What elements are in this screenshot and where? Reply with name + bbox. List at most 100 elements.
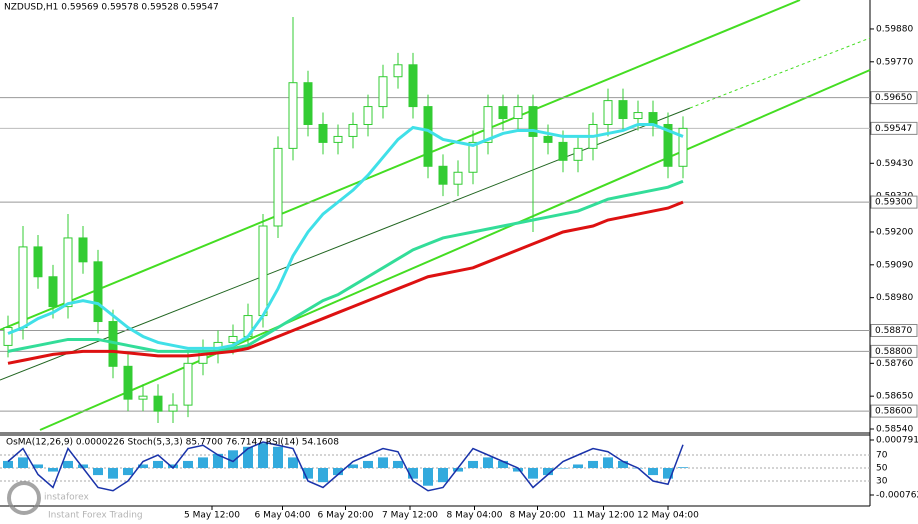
watermark: instaforex Instant Forex Trading <box>7 481 143 521</box>
candle-body <box>138 395 148 400</box>
y-tick-label: 0.59770 <box>876 57 913 67</box>
osma-bar <box>363 460 373 469</box>
x-tick-label: 6 May 20:00 <box>318 511 374 521</box>
candle-body <box>438 165 448 185</box>
y-tick-label: 0.59200 <box>876 227 913 237</box>
x-tick-label: 8 May 20:00 <box>510 511 566 521</box>
osma-bar <box>198 457 208 469</box>
candle-body <box>423 106 433 167</box>
osma-bar <box>213 453 223 469</box>
candle-body <box>648 112 658 125</box>
candle-body <box>93 261 103 323</box>
osma-bar <box>483 457 493 469</box>
x-tick-label: 12 May 04:00 <box>637 511 699 521</box>
osma-bar <box>228 450 238 469</box>
x-tick-label: 5 May 12:00 <box>184 511 240 521</box>
osma-bar <box>123 468 133 476</box>
x-tick-label: 11 May 12:00 <box>573 511 635 521</box>
candle-body <box>153 395 163 412</box>
candle-body <box>288 82 298 149</box>
candle-body <box>378 76 388 108</box>
candle-body <box>663 123 673 167</box>
osma-bar <box>168 464 178 469</box>
level-box <box>870 195 918 209</box>
watermark-logo <box>7 481 41 515</box>
osma-bar <box>333 468 343 476</box>
chart-title: NZDUSD,H1 0.59569 0.59578 0.59528 0.5954… <box>4 3 219 13</box>
y-tick-label: 0.58760 <box>876 359 913 369</box>
stoch-line <box>7 441 684 492</box>
level-box <box>870 344 918 358</box>
osma-bar <box>603 457 613 469</box>
watermark-tagline: Instant Forex Trading <box>48 511 143 521</box>
y-tick-label: 0.59880 <box>876 24 913 34</box>
stoch-tick-label: 70 <box>876 451 888 461</box>
osma-bar <box>48 468 58 472</box>
osma-bar <box>408 468 418 479</box>
level-box <box>870 323 918 337</box>
osma-bar <box>303 468 313 479</box>
osma-bar <box>33 464 43 469</box>
candle-body <box>78 237 88 263</box>
candle-body <box>528 106 538 137</box>
osma-tick-label: 0.0007914 <box>876 436 918 446</box>
y-tick-label: 0.58980 <box>876 293 913 303</box>
level-box <box>870 91 918 105</box>
osma-bar <box>93 468 103 476</box>
stoch-tick-label: 50 <box>876 464 888 474</box>
osma-bar <box>393 460 403 469</box>
channel-lower <box>39 69 871 431</box>
osma-bar <box>3 460 13 469</box>
osma-bar <box>258 443 268 469</box>
candle-body <box>348 123 358 137</box>
osma-bar <box>138 464 148 469</box>
candle-body <box>258 225 268 317</box>
osma-bar <box>648 468 658 476</box>
candle-body <box>3 327 13 346</box>
osma-bar <box>498 460 508 469</box>
candle-body <box>183 362 193 406</box>
candle-body <box>33 246 43 278</box>
candle-body <box>678 127 688 167</box>
osma-bar <box>468 460 478 469</box>
osma-bar <box>513 468 523 472</box>
level-label: 0.58870 <box>875 326 912 336</box>
current-price-box <box>870 121 918 135</box>
candle-body <box>18 246 28 329</box>
candle-body <box>63 237 73 308</box>
osma-bar <box>153 460 163 469</box>
moving-average <box>7 179 684 353</box>
candle-body <box>168 404 178 412</box>
level-label: 0.59300 <box>875 198 912 208</box>
candle-body <box>228 335 238 343</box>
osma-bar <box>528 468 538 479</box>
y-tick-label: 0.59430 <box>876 159 913 169</box>
current-price-label: 0.59547 <box>875 124 912 134</box>
osma-bar <box>108 468 118 479</box>
y-tick-label: 0.58540 <box>876 425 913 435</box>
level-label: 0.59650 <box>875 93 912 103</box>
osma-bar <box>318 468 328 483</box>
level-label: 0.58800 <box>875 347 912 357</box>
candle-body <box>363 106 373 125</box>
level-label: 0.58600 <box>875 407 912 417</box>
osma-bar <box>453 468 463 472</box>
osma-bar <box>378 457 388 469</box>
candle-body <box>603 100 613 125</box>
candle-body <box>273 147 283 227</box>
candle-body <box>498 106 508 120</box>
osma-bar <box>78 464 88 469</box>
osma-bar <box>663 468 673 479</box>
osma-bar <box>183 460 193 469</box>
osma-bar <box>243 446 253 469</box>
channel-upper <box>0 0 801 331</box>
x-tick-label: 7 May 12:00 <box>382 511 438 521</box>
candle-body <box>543 135 553 143</box>
osma-bar <box>273 446 283 469</box>
marks: 0.598800.597700.594300.593200.592000.590… <box>0 17 918 521</box>
osma-bar <box>543 468 553 476</box>
moving-average <box>7 122 684 350</box>
candle-body <box>303 82 313 125</box>
